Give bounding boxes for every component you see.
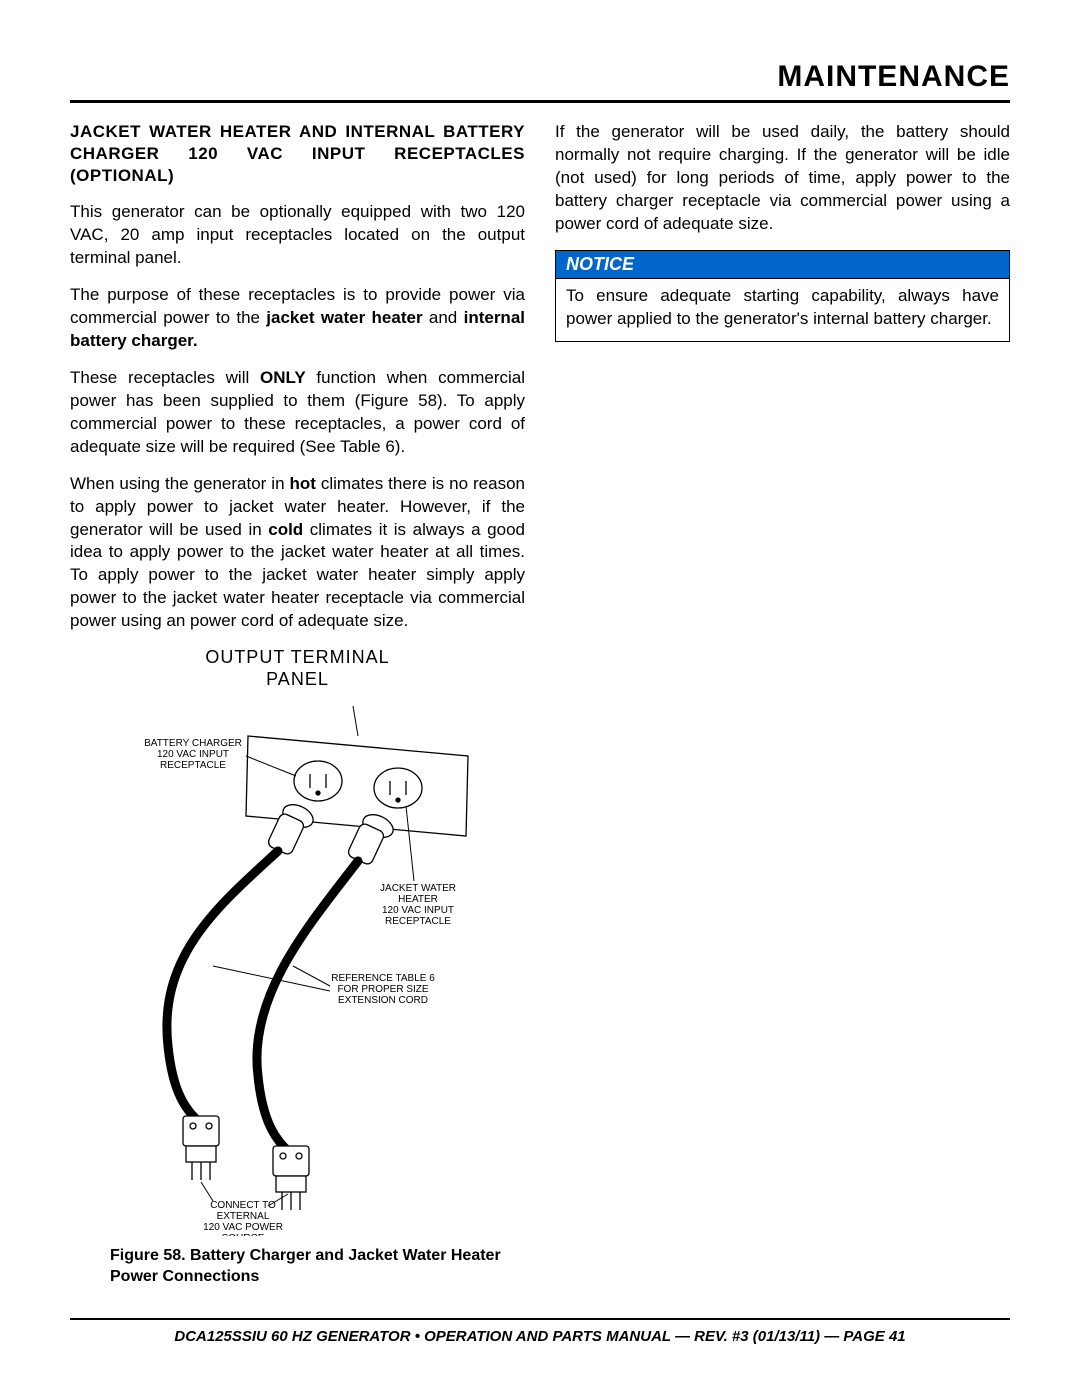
notice-header: NOTICE [556,251,1009,279]
svg-text:RECEPTACLE: RECEPTACLE [160,760,226,771]
p4-bold-2: cold [268,520,303,539]
svg-text:BATTERY CHARGER: BATTERY CHARGER [144,738,242,749]
paragraph-3: These receptacles will ONLY function whe… [70,367,525,459]
svg-text:JACKET WATER: JACKET WATER [380,883,456,894]
svg-text:HEATER: HEATER [398,894,438,905]
paragraph-2: The purpose of these receptacles is to p… [70,284,525,353]
svg-text:120 VAC POWER: 120 VAC POWER [203,1222,283,1233]
connections-diagram: BATTERY CHARGER 120 VAC INPUT RECEPTACLE [98,696,498,1236]
cord-2 [256,861,357,1151]
p4-bold-1: hot [289,474,315,493]
label-connect-external: CONNECT TO EXTERNAL 120 VAC POWER SOURCE [203,1200,283,1236]
svg-text:FOR PROPER SIZE: FOR PROPER SIZE [337,984,428,995]
section-title: JACKET WATER HEATER AND INTERNAL BATTERY… [70,121,525,187]
notice-box: NOTICE To ensure adequate starting capab… [555,250,1010,342]
label-battery-charger: BATTERY CHARGER 120 VAC INPUT RECEPTACLE [144,738,242,771]
male-plug-1 [183,1116,219,1180]
p2-bold-1: jacket water heater [266,308,422,327]
diagram-title-l1: OUTPUT TERMINAL [205,647,389,667]
male-plug-2 [273,1146,309,1210]
figure-caption: Figure 58. Battery Charger and Jacket Wa… [70,1246,525,1288]
paragraph-1: This generator can be optionally equippe… [70,201,525,270]
svg-text:REFERENCE TABLE 6: REFERENCE TABLE 6 [331,973,435,984]
right-column: If the generator will be used daily, the… [555,121,1010,1288]
notice-body: To ensure adequate starting capability, … [556,279,1009,341]
diagram-title: OUTPUT TERMINAL PANEL [70,647,525,690]
p3-text-a: These receptacles will [70,368,260,387]
label-reference-table: REFERENCE TABLE 6 FOR PROPER SIZE EXTENS… [331,973,435,1006]
diagram-title-l2: PANEL [266,669,329,689]
footer: DCA125SSIU 60 HZ GENERATOR • OPERATION A… [70,1318,1010,1345]
svg-text:SOURCE: SOURCE [221,1233,264,1236]
p2-text-c: and [423,308,464,327]
content-columns: JACKET WATER HEATER AND INTERNAL BATTERY… [70,121,1010,1288]
right-paragraph-1: If the generator will be used daily, the… [555,121,1010,236]
svg-text:RECEPTACLE: RECEPTACLE [385,916,451,927]
svg-text:EXTENSION CORD: EXTENSION CORD [337,995,427,1006]
label-jacket-water: JACKET WATER HEATER 120 VAC INPUT RECEPT… [380,883,456,927]
svg-text:120 VAC INPUT: 120 VAC INPUT [381,905,453,916]
svg-text:CONNECT TO: CONNECT TO [210,1200,276,1211]
svg-text:120 VAC INPUT: 120 VAC INPUT [156,749,228,760]
diagram-wrap: OUTPUT TERMINAL PANEL [70,647,525,1288]
page-header: MAINTENANCE [70,60,1010,103]
paragraph-4: When using the generator in hot climates… [70,473,525,634]
footer-text: DCA125SSIU 60 HZ GENERATOR • OPERATION A… [70,1328,1010,1345]
p3-bold: ONLY [260,368,306,387]
p4-text-a: When using the generator in [70,474,289,493]
left-column: JACKET WATER HEATER AND INTERNAL BATTERY… [70,121,525,1288]
svg-text:EXTERNAL: EXTERNAL [216,1211,269,1222]
